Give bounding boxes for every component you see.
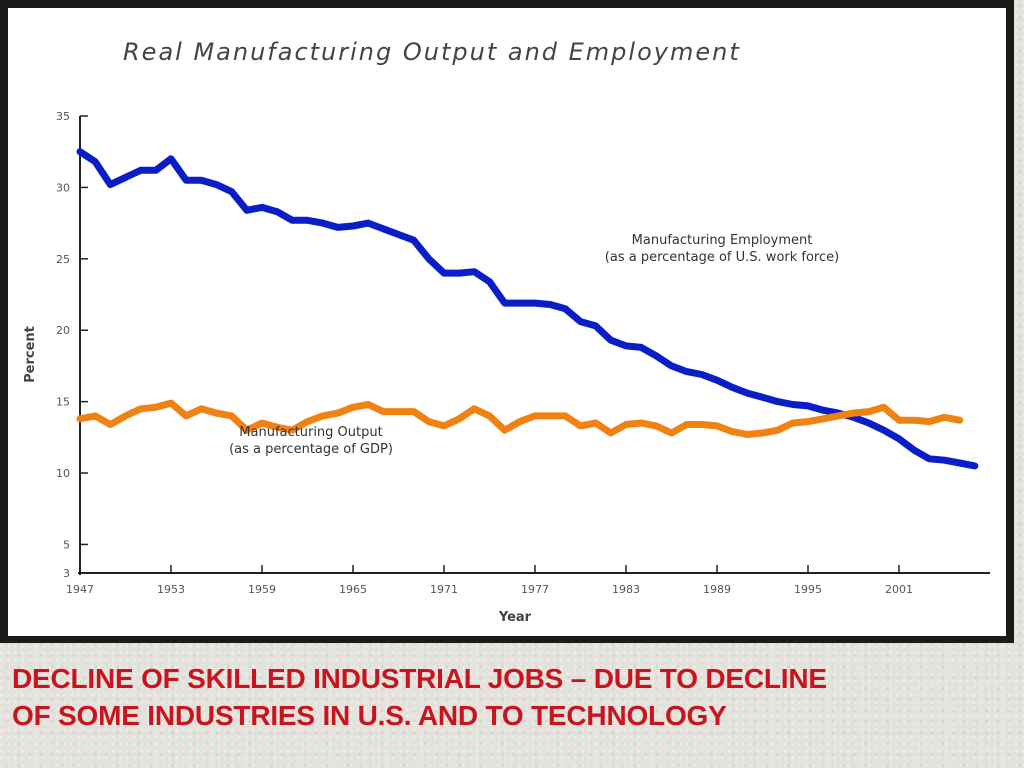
x-tick-label: 1947 — [66, 583, 94, 596]
y-tick-label: 20 — [56, 324, 70, 337]
slide-caption: DECLINE OF SKILLED INDUSTRIAL JOBS – DUE… — [12, 660, 1017, 734]
y-tick-label: 5 — [63, 538, 70, 551]
y-axis-title: Percent — [23, 326, 38, 383]
x-tick-label: 1977 — [521, 583, 549, 596]
y-tick-label: 35 — [56, 110, 70, 123]
x-tick-label: 1983 — [612, 583, 640, 596]
x-tick-label: 1959 — [248, 583, 276, 596]
x-tick-label: 2001 — [885, 583, 913, 596]
x-tick-label: 1971 — [430, 583, 458, 596]
y-tick-label: 30 — [56, 181, 70, 194]
x-tick-label: 1995 — [794, 583, 822, 596]
y-tick-label: 15 — [56, 396, 70, 409]
chart-title: Real Manufacturing Output and Employment — [123, 38, 741, 66]
chart-area: Real Manufacturing Output and Employment… — [8, 8, 1006, 636]
x-tick-label: 1989 — [703, 583, 731, 596]
y-tick-label: 25 — [56, 253, 70, 266]
y-tick-label: 10 — [56, 467, 70, 480]
series-label-1: (as a percentage of U.S. work force) — [605, 250, 839, 265]
series-line-2 — [76, 399, 964, 438]
slide-frame: Real Manufacturing Output and Employment… — [0, 0, 1014, 643]
series-label-1: Manufacturing Employment — [632, 233, 813, 248]
x-axis-title: Year — [498, 610, 532, 625]
x-tick-label: 1965 — [339, 583, 367, 596]
x-tick-label: 1953 — [157, 583, 185, 596]
series-label-2: (as a percentage of GDP) — [229, 442, 393, 457]
series-label-2: Manufacturing Output — [239, 425, 382, 440]
y-tick-label: 3 — [63, 567, 70, 580]
caption-line-2: OF SOME INDUSTRIES IN U.S. AND TO TECHNO… — [12, 700, 727, 731]
series-line-1 — [76, 148, 979, 470]
caption-line-1: DECLINE OF SKILLED INDUSTRIAL JOBS – DUE… — [12, 663, 827, 694]
